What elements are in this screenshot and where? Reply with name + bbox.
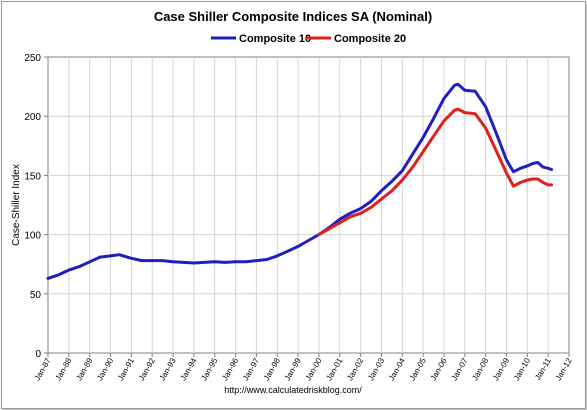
- y-axis: 0 50 100 150 200 250: [24, 53, 48, 360]
- y-tick-label: 250: [24, 53, 41, 64]
- legend: Composite 10 Composite 20: [211, 33, 406, 45]
- y-axis-label: Case-Shiller Index: [11, 164, 22, 246]
- x-tick-label: Jan-91: [116, 356, 136, 382]
- y-tick-label: 100: [24, 231, 41, 242]
- series-line-composite-20: [317, 107, 554, 237]
- source-url: http://www.calculatedriskblog.com/: [224, 385, 362, 395]
- x-tick-label: Jan-06: [429, 356, 449, 382]
- x-tick-label: Jan-12: [554, 356, 574, 382]
- plot-area: [47, 56, 570, 354]
- x-axis: Jan-87 Jan-88 Jan-89 Jan-90 Jan-91 Jan-92 Jan-…: [33, 353, 574, 382]
- x-tick-label: Jan-00: [304, 356, 324, 382]
- x-tick-label: Jan-95: [199, 356, 219, 382]
- series-lines: [46, 82, 554, 280]
- x-tick-label: Jan-98: [262, 356, 282, 382]
- y-tick-label: 50: [30, 290, 42, 301]
- x-tick-label: Jan-03: [366, 356, 386, 382]
- x-tick-label: Jan-02: [345, 356, 365, 382]
- y-tick-label: 0: [35, 349, 41, 360]
- x-tick-label: Jan-10: [512, 356, 532, 382]
- x-tick-label: Jan-08: [470, 356, 490, 382]
- x-tick-label: Jan-90: [95, 356, 115, 382]
- y-tick-label: 200: [24, 112, 41, 123]
- x-tick-label: Jan-99: [283, 356, 303, 382]
- x-tick-label: Jan-01: [324, 356, 344, 382]
- x-tick-label: Jan-94: [179, 356, 199, 382]
- chart-title: Case Shiller Composite Indices SA (Nomin…: [154, 9, 432, 24]
- x-tick-label: Jan-07: [450, 356, 470, 382]
- legend-label-composite-20: Composite 20: [334, 33, 406, 45]
- x-tick-label: Jan-05: [408, 356, 428, 382]
- x-tick-label: Jan-97: [241, 356, 261, 382]
- x-tick-label: Jan-04: [387, 356, 407, 382]
- x-tick-label: Jan-88: [54, 356, 74, 382]
- x-tick-label: Jan-09: [491, 356, 511, 382]
- x-tick-label: Jan-92: [137, 356, 157, 382]
- x-tick-label: Jan-11: [533, 356, 553, 382]
- x-tick-label: Jan-89: [74, 356, 94, 382]
- x-tick-label: Jan-93: [158, 356, 178, 382]
- x-tick-label: Jan-96: [220, 356, 240, 382]
- gridlines: [48, 57, 569, 353]
- y-tick-label: 150: [24, 171, 41, 182]
- legend-label-composite-10: Composite 10: [239, 33, 311, 45]
